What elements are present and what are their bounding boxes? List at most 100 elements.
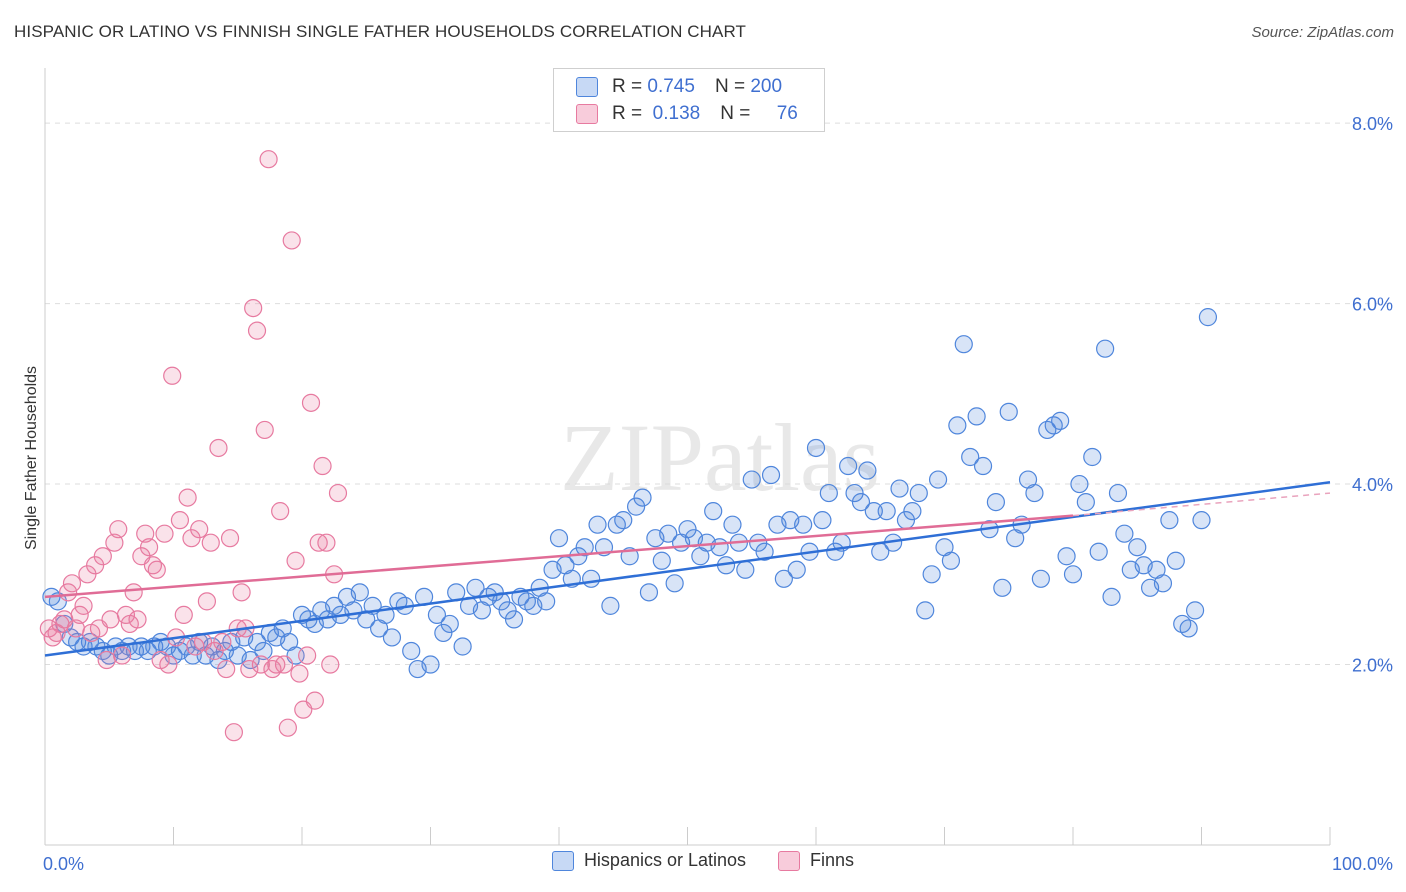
hispanics-point — [710, 538, 729, 557]
finns-point — [217, 659, 236, 679]
stats-n-label: N = — [714, 76, 746, 97]
hispanics-point — [961, 447, 980, 467]
finns-point — [209, 438, 228, 458]
hispanics-point — [742, 470, 761, 489]
hispanics-point — [755, 542, 774, 561]
hispanics-point — [1185, 601, 1205, 620]
hispanics-point — [1025, 483, 1044, 503]
legend-swatch-pink — [778, 850, 801, 871]
finns-point — [93, 547, 112, 566]
hispanics-point — [806, 438, 826, 458]
x-tick-label: 100.0% — [1332, 854, 1393, 874]
hispanics-point — [350, 583, 369, 602]
tick-labels: 2.0% 4.0% 6.0% 8.0% 0.0% 100.0% — [43, 114, 1393, 874]
finns-point — [267, 655, 286, 674]
hispanics-point — [1089, 542, 1108, 561]
finns-point — [298, 646, 317, 665]
hispanics-point — [967, 407, 986, 426]
source-label: Source: ZipAtlas.com — [1251, 24, 1394, 41]
legend-label: Hispanics or Latinos — [583, 850, 747, 870]
hispanics-point — [723, 515, 742, 534]
finns-point — [301, 393, 321, 412]
hispanics-point — [325, 596, 344, 615]
finns-point — [271, 502, 290, 521]
finns-point — [170, 511, 190, 530]
finns-point — [116, 605, 136, 625]
stats-row-hispanics: R = 0.745 N = 200 — [576, 74, 782, 100]
legend-item-hispanics[interactable]: Hispanics or Latinos — [551, 850, 747, 871]
hispanics-point — [1096, 339, 1115, 358]
hispanics-point — [440, 614, 459, 634]
hispanics-point — [916, 601, 935, 620]
hispanics-point — [678, 520, 697, 539]
hispanics-point — [382, 628, 402, 647]
finns-point — [197, 592, 217, 611]
hispanics-point — [851, 493, 871, 512]
finns-point — [124, 583, 143, 602]
finns-point — [328, 483, 348, 503]
hispanics-point — [774, 569, 793, 588]
finns-point — [232, 583, 251, 602]
finns-point — [101, 610, 120, 629]
hispanics-point — [601, 596, 620, 615]
hispanics-point — [819, 483, 838, 503]
hispanics-point — [1198, 308, 1218, 327]
hispanics-point — [954, 335, 973, 354]
hispanics-point — [928, 470, 948, 489]
finns-point — [159, 655, 178, 674]
finns-point — [286, 551, 305, 570]
stats-row-finns: R = 0.138 N = 76 — [576, 101, 798, 127]
finns-point — [309, 533, 328, 552]
hispanics-point — [864, 502, 883, 521]
hispanics-point — [1192, 511, 1211, 530]
hispanics-point — [1153, 574, 1173, 593]
hispanics-point — [1160, 511, 1179, 530]
stats-n-label: N = — [720, 103, 751, 124]
watermark: ZIPatlas — [560, 404, 880, 511]
hispanics-point — [241, 650, 260, 670]
y-tick-label: 6.0% — [1352, 295, 1393, 315]
finns-point — [240, 659, 259, 679]
y-tick-label: 2.0% — [1352, 656, 1393, 676]
finns-point — [244, 299, 263, 318]
finns-point — [247, 321, 267, 340]
hispanics-point — [813, 511, 832, 530]
hispanics-point — [575, 538, 594, 557]
hispanics-point — [633, 488, 652, 507]
hispanics-point — [659, 524, 678, 543]
finns-point — [317, 533, 336, 552]
hispanics-point — [948, 416, 967, 435]
legend-item-finns[interactable]: Finns — [778, 850, 854, 871]
finns-point — [105, 533, 124, 552]
finns-trend-line — [44, 514, 1074, 599]
stats-r-value: 0.138 — [652, 103, 701, 124]
hispanics-point — [1076, 493, 1095, 512]
hispanics-point — [1115, 524, 1134, 543]
hispanics-point — [787, 560, 806, 579]
finns-point — [174, 605, 193, 625]
finns-point — [47, 623, 66, 643]
hispanics-point — [537, 592, 556, 611]
finns-point — [112, 646, 132, 665]
finns-point — [190, 520, 209, 539]
hispanics-point — [1102, 587, 1121, 606]
hispanics-point — [652, 551, 671, 570]
stats-box: R = 0.745 N = 200 R = 0.138 N = 76 — [553, 68, 825, 132]
hispanics-point — [858, 461, 877, 480]
series-finns-points — [39, 150, 348, 742]
hispanics-point — [614, 511, 633, 530]
hispanics-point — [909, 483, 928, 503]
y-tick-label: 8.0% — [1352, 114, 1393, 134]
hispanics-point — [498, 601, 517, 620]
hispanics-point — [421, 655, 440, 674]
gridlines — [45, 122, 1390, 666]
hispanics-point — [903, 502, 922, 521]
hispanics-point — [973, 456, 993, 476]
hispanics-point — [839, 456, 858, 476]
hispanics-point — [986, 493, 1006, 512]
finns-point — [163, 366, 182, 385]
hispanics-point — [402, 641, 421, 661]
hispanics-point — [254, 641, 273, 661]
trend-lines — [44, 481, 1331, 657]
